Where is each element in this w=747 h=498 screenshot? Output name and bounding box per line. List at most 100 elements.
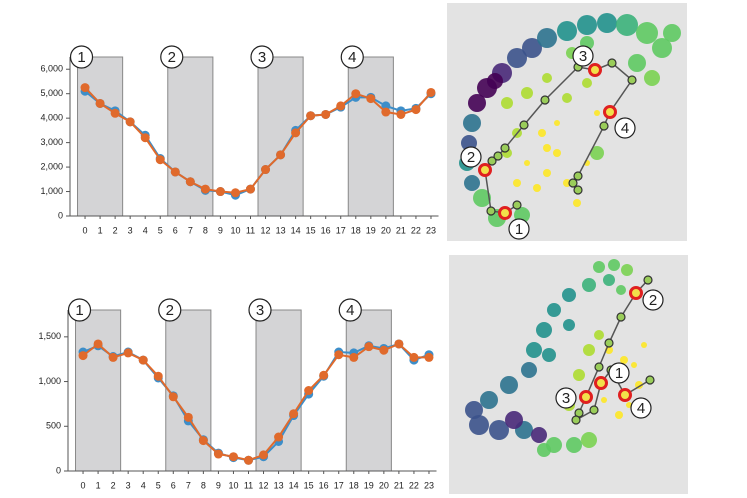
scatter-point xyxy=(616,14,638,36)
x-tick-label: 12 xyxy=(261,225,271,235)
scatter-point xyxy=(553,149,561,157)
scatter-point xyxy=(464,175,480,191)
x-tick-label: 4 xyxy=(143,225,148,235)
x-tick-label: 19 xyxy=(366,225,376,235)
scatter-point xyxy=(603,274,615,286)
x-tick-label: 11 xyxy=(244,480,253,490)
scatter-point xyxy=(615,411,623,419)
x-tick-label: 3 xyxy=(128,225,133,235)
scatter-point xyxy=(621,264,633,276)
scatter-point xyxy=(594,110,600,116)
scatter-point xyxy=(505,411,523,429)
x-tick-label: 10 xyxy=(230,225,240,235)
region-label: 1 xyxy=(77,49,85,66)
trajectory-node xyxy=(599,121,609,131)
highlight-badge xyxy=(508,218,530,240)
data-point xyxy=(306,111,316,121)
trajectory-node xyxy=(627,75,637,85)
highlight-label: 2 xyxy=(649,292,657,309)
data-point xyxy=(379,345,389,355)
data-point xyxy=(364,342,374,352)
scatter-point xyxy=(608,259,620,271)
scatter-point xyxy=(524,160,530,166)
trajectory-node xyxy=(643,275,653,285)
data-point xyxy=(228,452,238,462)
trajectory-node xyxy=(607,58,617,68)
x-tick-label: 9 xyxy=(216,480,221,490)
scatter-point xyxy=(594,330,604,340)
trajectory-node xyxy=(616,312,626,322)
x-tick-label: 15 xyxy=(304,480,314,490)
scatter-point xyxy=(526,342,542,358)
scatter-point xyxy=(522,38,542,58)
trajectory-node xyxy=(486,206,496,216)
data-point xyxy=(108,352,118,362)
data-point xyxy=(321,109,331,119)
region-label: 2 xyxy=(168,49,176,66)
data-point xyxy=(153,371,163,381)
scatter-point xyxy=(577,15,597,35)
data-point xyxy=(168,392,178,402)
x-tick-label: 17 xyxy=(334,480,344,490)
scatter-point xyxy=(542,348,556,362)
x-tick-label: 23 xyxy=(426,225,436,235)
scatter-point xyxy=(573,199,581,207)
data-point xyxy=(396,109,406,119)
trajectory-node xyxy=(568,178,578,188)
trajectory-node xyxy=(594,362,604,372)
x-tick-label: 5 xyxy=(156,480,161,490)
highlight-label: 4 xyxy=(621,120,629,137)
scatter-point xyxy=(500,376,518,394)
x-tick-label: 8 xyxy=(203,225,208,235)
scatter-point xyxy=(521,87,533,99)
scatter-point xyxy=(636,22,658,44)
data-point xyxy=(198,436,208,446)
x-tick-label: 18 xyxy=(349,480,359,490)
scatter-point xyxy=(507,48,527,68)
region-badge xyxy=(69,45,94,69)
x-tick-label: 3 xyxy=(126,480,131,490)
data-point xyxy=(304,386,314,395)
trajectory-node xyxy=(571,415,581,425)
scatter-point xyxy=(631,362,637,368)
scatter-point xyxy=(583,344,595,356)
x-tick-label: 20 xyxy=(381,225,391,235)
trajectory-node xyxy=(512,200,522,210)
scatter-point xyxy=(620,356,628,364)
highlight-badge xyxy=(608,362,630,384)
x-tick-label: 13 xyxy=(276,225,286,235)
highlight-point xyxy=(603,105,617,119)
data-point xyxy=(183,412,193,422)
x-tick-label: 0 xyxy=(81,480,86,490)
scatter-point xyxy=(487,73,503,89)
data-point xyxy=(155,155,165,165)
y-tick-label: 4,000 xyxy=(40,113,63,123)
data-point xyxy=(426,87,436,97)
highlight-point xyxy=(629,286,643,300)
data-point xyxy=(78,351,88,361)
region-badge xyxy=(67,298,92,322)
scatter-point xyxy=(593,261,605,273)
scatter-point xyxy=(626,402,632,408)
region-badge xyxy=(250,45,274,69)
x-tick-label: 2 xyxy=(113,225,118,235)
scatter-point xyxy=(543,169,551,177)
x-tick-label: 10 xyxy=(228,480,238,490)
highlight-point xyxy=(588,63,602,77)
x-tick-label: 22 xyxy=(411,225,421,235)
highlight-badge xyxy=(614,117,636,139)
data-point xyxy=(291,128,301,138)
data-point xyxy=(276,150,286,160)
scatter-point xyxy=(469,415,489,435)
scatter-point xyxy=(581,432,597,448)
data-point xyxy=(110,108,120,118)
x-tick-label: 13 xyxy=(274,480,284,490)
trajectory-node xyxy=(493,151,503,161)
data-point xyxy=(245,184,255,194)
scatter-point xyxy=(652,38,672,58)
x-tick-label: 7 xyxy=(186,480,191,490)
scatter-point xyxy=(554,120,560,126)
trajectory-node xyxy=(573,171,583,181)
data-point xyxy=(93,339,103,349)
